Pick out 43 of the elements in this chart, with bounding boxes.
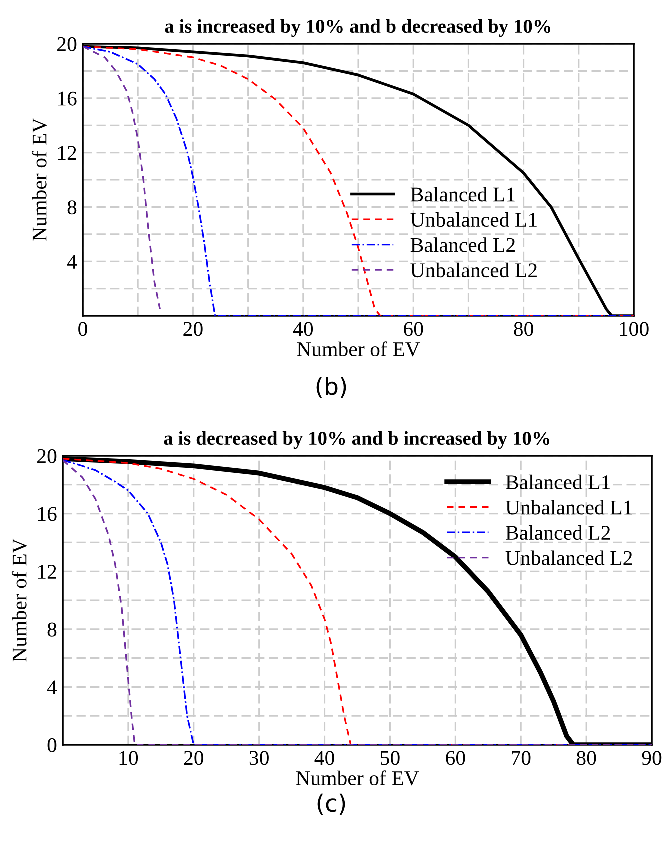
x-tick-label: 30 [250,751,269,766]
x-axis-title: Number of EV [296,770,420,786]
x-tick-label: 40 [314,751,334,766]
y-tick-label: 8 [68,200,77,215]
y-tick-label: 4 [67,255,78,269]
x-tick-label: 20 [184,322,203,336]
x-tick-label: 70 [512,751,531,766]
chart-title: a is increased by 10% and b decreased by 10% [165,19,551,38]
legend-label: Unbalanced L2 [410,262,537,278]
line-series [83,46,161,310]
x-tick-label: 90 [642,751,662,766]
y-axis-title: Number of EV [32,118,47,242]
x-axis-title: Number of EV [297,342,420,357]
y-tick-label: 20 [38,449,57,464]
x-tick-label: 10 [120,751,138,766]
x-tick-label: 60 [404,322,424,336]
legend-label: Unbalanced L1 [410,212,537,228]
text: (c) [318,794,346,815]
y-tick-label: 8 [48,622,57,637]
y-axis-title: Number of EV [12,538,27,662]
y-tick-label: 16 [58,92,77,106]
x-tick-label: 20 [184,751,204,766]
y-tick-label: 12 [38,565,56,579]
legend-label: Unbalanced L1 [506,500,632,515]
legend-label: Balanced L1 [506,474,610,490]
x-tick-label: 40 [293,322,314,336]
text: (b) [316,377,346,398]
y-tick-label: 20 [58,37,77,52]
legend-label: Unbalanced L2 [506,550,632,566]
y-tick-label: 0 [48,738,57,752]
legend-label: Balanced L2 [506,525,610,540]
x-tick-label: 0 [78,322,88,336]
legend-label: Balanced L1 [410,187,515,202]
x-tick-label: 60 [446,751,466,766]
y-tick-label: 12 [58,146,76,160]
y-tick-label: 4 [47,680,58,694]
x-tick-label: 80 [576,751,596,766]
y-tick-label: 16 [38,507,57,522]
chart-title: a is decreased by 10% and b increased by 10% [164,431,550,450]
x-tick-label: 80 [514,322,534,336]
x-tick-label: 50 [381,751,400,766]
x-tick-label: 100 [620,322,649,336]
legend-label: Balanced L2 [410,238,515,252]
